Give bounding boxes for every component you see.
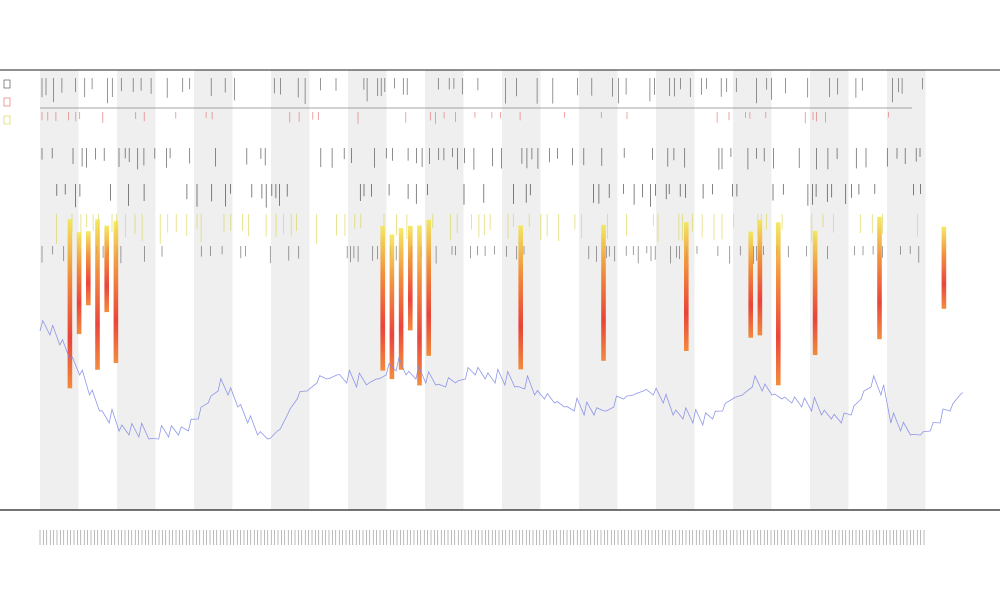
heat-column: [95, 219, 100, 370]
heat-column: [812, 230, 818, 356]
heat-column: [776, 222, 781, 386]
heat-column: [518, 225, 523, 370]
heat-column: [941, 226, 947, 309]
heat-column: [113, 220, 119, 363]
heat-column: [684, 222, 689, 351]
heat-column: [380, 226, 385, 371]
heat-column: [748, 231, 753, 338]
heat-column: [877, 216, 882, 340]
heat-column: [417, 225, 422, 386]
shaded-band: [271, 70, 310, 510]
heat-column: [757, 219, 763, 336]
legend-swatch: [3, 79, 11, 89]
legend-swatch: [3, 115, 11, 125]
heat-column: [67, 219, 73, 389]
shaded-band: [656, 70, 695, 510]
shaded-band: [117, 70, 156, 510]
heat-column: [398, 228, 404, 370]
heat-column: [76, 232, 82, 335]
heat-column: [426, 219, 431, 356]
shaded-band: [887, 70, 926, 510]
shaded-band: [425, 70, 464, 510]
heat-column: [389, 234, 395, 380]
heat-column: [86, 231, 91, 306]
heat-column: [408, 225, 413, 331]
shaded-band: [194, 70, 233, 510]
shaded-band: [40, 70, 79, 510]
heat-column: [104, 225, 109, 313]
density-series-line: [39, 319, 964, 440]
heat-column: [601, 224, 606, 361]
shaded-band: [348, 70, 387, 510]
legend-swatch: [3, 97, 11, 107]
shaded-band: [579, 70, 618, 510]
